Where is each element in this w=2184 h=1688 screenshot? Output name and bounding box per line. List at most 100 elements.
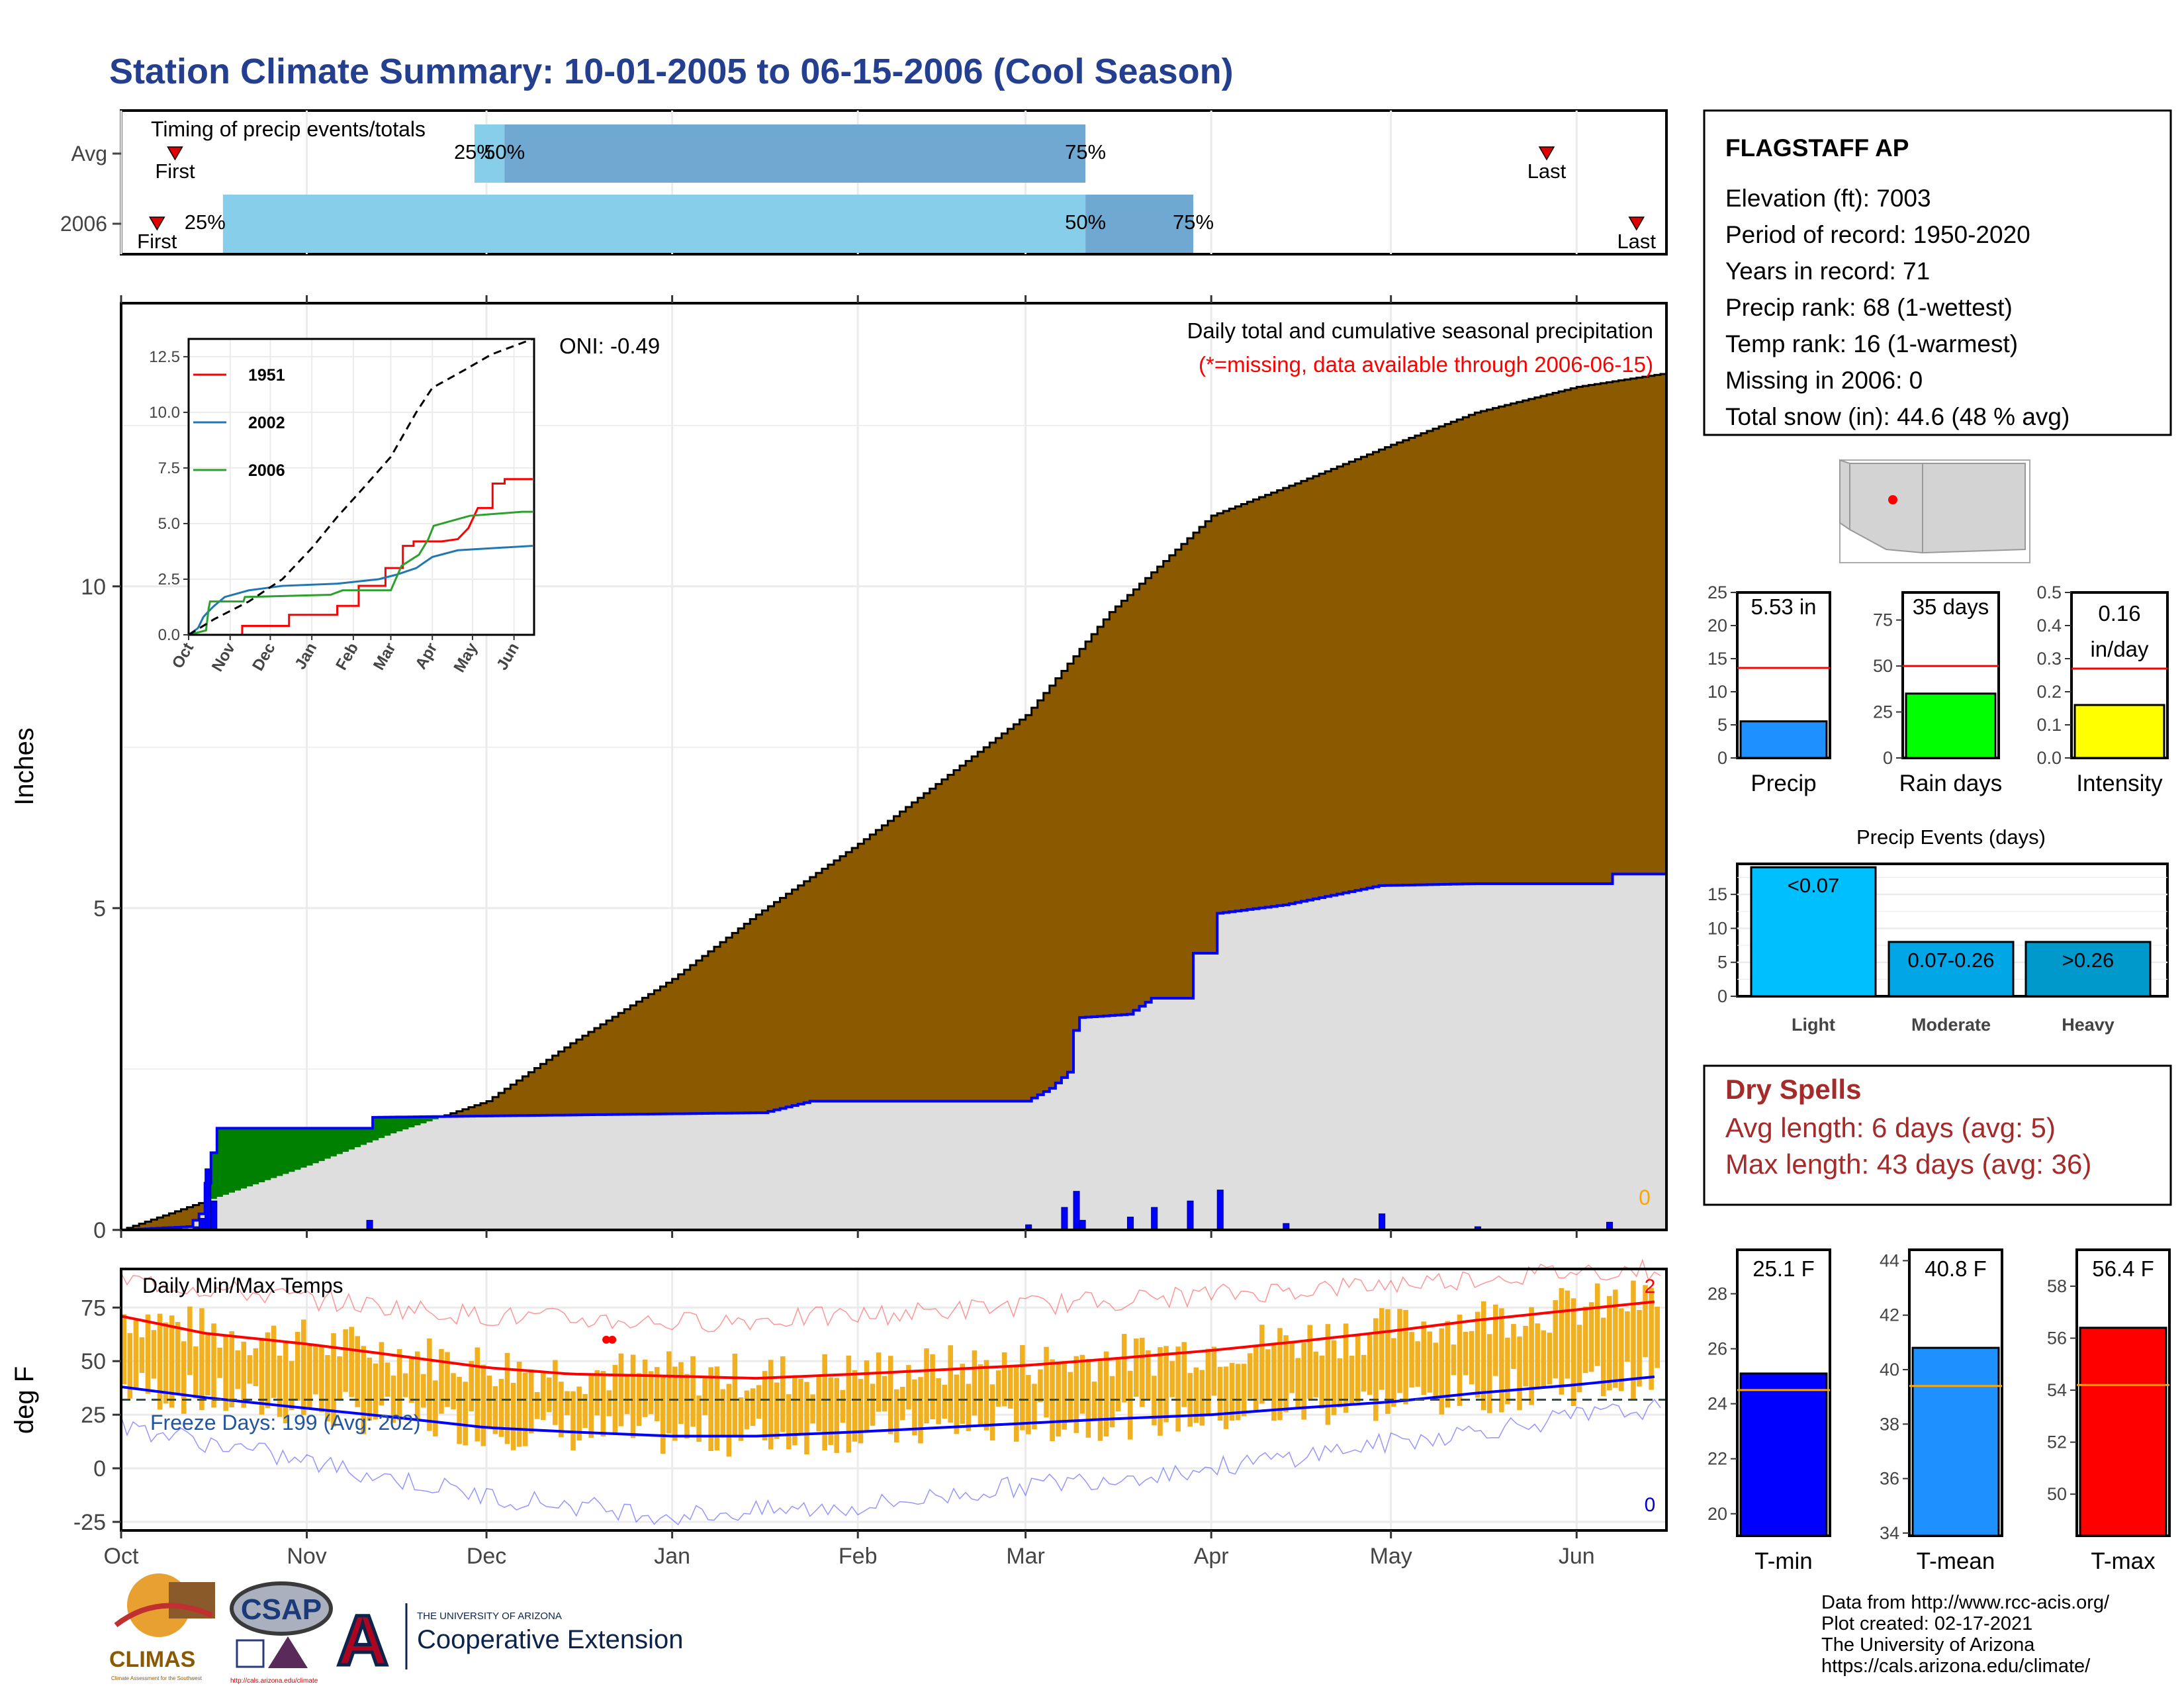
current-cumulative-line — [121, 872, 1666, 1231]
first-event-marker-icon — [149, 216, 165, 231]
record-high-marker-icon — [608, 1335, 617, 1344]
daily-temp-bar — [1427, 1331, 1433, 1393]
daily-temp-bar — [1517, 1336, 1522, 1411]
tbar-ytick-label: 42 — [1880, 1305, 1899, 1325]
station-precip-rank: Precip rank: 68 (1-wettest) — [1725, 294, 2013, 321]
footer-created: Plot created: 02-17-2021 — [1821, 1613, 2032, 1634]
tbar-ytick-label: 40 — [1880, 1360, 1899, 1380]
totals-ytick-label: 0.3 — [2036, 649, 2062, 669]
tbar-ytick-label: 22 — [1707, 1449, 1727, 1469]
daily-temp-bar — [187, 1306, 193, 1376]
timing-bar-25-50 — [474, 124, 505, 183]
dry-spells-title: Dry Spells — [1725, 1074, 1861, 1105]
daily-temp-bar — [217, 1347, 222, 1378]
record-low-count: 0 — [1645, 1494, 1656, 1516]
temps-ytick-label: 75 — [81, 1295, 106, 1321]
daily-temp-bar — [157, 1313, 163, 1410]
events-ytick-label: 0 — [1717, 986, 1727, 1006]
daily-temp-bar — [469, 1361, 474, 1412]
daily-temp-bar — [1283, 1335, 1289, 1413]
daily-temp-bar — [498, 1378, 504, 1437]
daily-temp-bar — [433, 1380, 438, 1436]
daily-temp-bar — [948, 1345, 954, 1423]
totals-ytick-label: 50 — [1873, 656, 1893, 676]
temps-xtick-label: Oct — [104, 1544, 139, 1569]
avg-tmax-line — [120, 1300, 1655, 1380]
daily-temp-bar — [1594, 1283, 1600, 1366]
daily-temp-bar — [1505, 1337, 1510, 1405]
temps-xtick-label: Feb — [839, 1544, 878, 1569]
climas-logo: CLIMAS Climate Assessment for the Southw… — [109, 1573, 215, 1681]
totals-ytick-label: 20 — [1707, 616, 1727, 635]
daily-temp-bar — [1625, 1311, 1630, 1362]
footer-university: The University of Arizona — [1821, 1634, 2035, 1656]
daily-temp-bar — [600, 1371, 606, 1437]
daily-temp-bar — [870, 1383, 876, 1426]
daily-temp-bar — [1523, 1325, 1528, 1387]
daily-temp-bar — [1331, 1340, 1337, 1415]
daily-temp-bar — [1295, 1358, 1300, 1409]
events-bar-label: 0.07-0.26 — [1908, 949, 1995, 972]
daily-temp-bar — [1211, 1346, 1217, 1396]
daily-temp-bar — [690, 1356, 696, 1427]
daily-temp-bar — [253, 1348, 259, 1387]
inset-series-line-1951 — [189, 478, 533, 636]
totals-category-label: Precip — [1751, 771, 1816, 796]
locator-map — [1839, 459, 2030, 563]
daily-temp-bar — [1265, 1349, 1271, 1401]
daily-temp-bar — [1085, 1358, 1091, 1438]
daily-temp-bar — [522, 1372, 528, 1446]
tbar-ytick-label: 24 — [1707, 1394, 1727, 1414]
daily-temp-bar — [385, 1362, 390, 1397]
timing-bar-50-75 — [1085, 195, 1194, 253]
daily-temp-bar — [816, 1375, 821, 1432]
events-bar-label: >0.26 — [2062, 949, 2114, 972]
daily-temp-bar — [1032, 1383, 1037, 1430]
daily-temp-bar — [1403, 1309, 1408, 1405]
daily-temp-bar — [211, 1323, 216, 1408]
missing-count: 0 — [1639, 1186, 1651, 1209]
events-title: Precip Events (days) — [1856, 825, 2046, 849]
temps-grid — [120, 1269, 1666, 1530]
daily-temp-bar — [534, 1391, 540, 1419]
daily-temp-bar — [1319, 1355, 1325, 1409]
daily-temp-bar — [672, 1366, 678, 1441]
daily-precip-bar — [205, 1168, 212, 1231]
page-title: Station Climate Summary: 10-01-2005 to 0… — [109, 52, 1234, 91]
totals-value-label: 35 days — [1913, 594, 1989, 619]
daily-temp-bar — [331, 1333, 336, 1427]
tbar-bar-2 — [2079, 1327, 2167, 1537]
climas-subtitle: Climate Assessment for the Southwest — [111, 1675, 203, 1681]
daily-temp-bar — [1475, 1311, 1480, 1398]
temps-frame — [120, 1268, 1668, 1532]
daily-temp-bar — [570, 1391, 576, 1451]
station-snow: Total snow (in): 44.6 (48 % avg) — [1725, 403, 2070, 430]
map-newmexico-shape — [1922, 463, 2026, 554]
totals-ytick-label: 0.1 — [2036, 715, 2062, 735]
tbar-ytick-label: 52 — [2047, 1432, 2067, 1452]
daily-temp-bar — [379, 1342, 385, 1406]
daily-temp-bar — [421, 1374, 426, 1408]
temps-ytick-label: 25 — [81, 1403, 106, 1428]
daily-temp-bar — [1181, 1342, 1187, 1407]
first-event-label: First — [137, 230, 177, 253]
daily-temp-bar — [798, 1378, 803, 1434]
daily-temp-bar — [714, 1366, 720, 1451]
daily-precip-bar — [1079, 1219, 1086, 1231]
events-ytick-label: 5 — [1717, 953, 1727, 972]
daily-temp-bar — [301, 1319, 306, 1415]
daily-temp-bar — [547, 1377, 552, 1413]
daily-temp-bar — [995, 1370, 1001, 1407]
daily-temp-bar — [720, 1389, 726, 1435]
daily-temp-bar — [247, 1355, 253, 1384]
daily-temp-bar — [804, 1382, 809, 1455]
csap-wordmark: CSAP — [241, 1593, 322, 1626]
daily-temp-bar — [642, 1359, 648, 1417]
inset-ytick-label: 10.0 — [149, 404, 180, 422]
daily-temp-bar — [313, 1345, 318, 1395]
daily-temp-bar — [475, 1347, 480, 1442]
daily-temp-bar — [1253, 1345, 1259, 1411]
avg-tmin-line — [120, 1375, 1655, 1438]
events-category-label: Light — [1792, 1015, 1835, 1035]
daily-temp-bar — [828, 1377, 833, 1445]
